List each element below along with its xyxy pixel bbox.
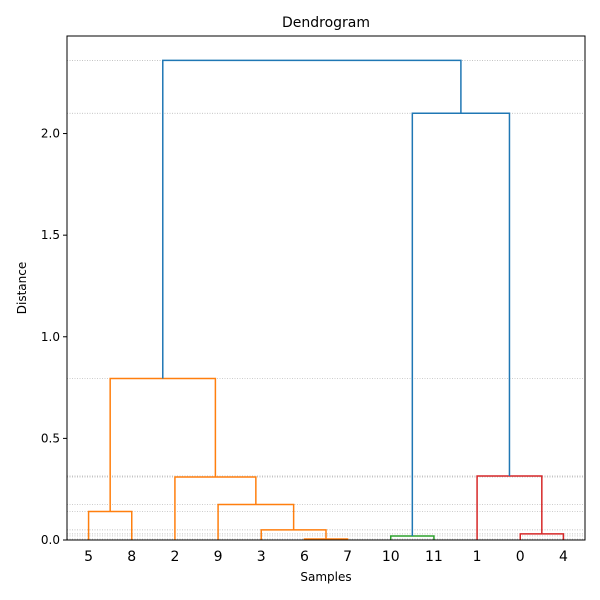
dendrogram-link: [162, 59, 462, 379]
x-tick-label: 8: [127, 549, 136, 565]
x-tick-label: 2: [170, 549, 179, 565]
x-tick-label: 6: [300, 549, 309, 565]
y-tick-label: 2.0: [41, 127, 60, 141]
y-axis-title: Distance: [15, 262, 29, 314]
x-tick-label: 11: [425, 549, 443, 565]
x-axis-title: Samples: [300, 570, 351, 584]
y-tick-label: 1.0: [41, 330, 60, 344]
y-tick-label: 0.5: [41, 431, 60, 445]
y-axis: 0.0 0.5 1.0 1.5 2.0: [41, 127, 67, 547]
x-tick-label: 3: [257, 549, 266, 565]
y-tick-label: 1.5: [41, 228, 60, 242]
dendrogram-links: [87, 59, 565, 540]
plot-frame: [66, 35, 586, 541]
x-tick-label: 5: [84, 549, 93, 565]
x-axis: 5 8 2 9 3 6 7 10 11 1 0 4: [84, 549, 568, 565]
x-tick-label: 1: [473, 549, 482, 565]
x-tick-label: 9: [214, 549, 223, 565]
chart-title: Dendrogram: [282, 15, 370, 31]
y-tick-label: 0.0: [41, 533, 60, 547]
x-tick-label: 4: [559, 549, 568, 565]
x-tick-label: 10: [382, 549, 400, 565]
x-tick-label: 0: [516, 549, 525, 565]
x-tick-label: 7: [343, 549, 352, 565]
